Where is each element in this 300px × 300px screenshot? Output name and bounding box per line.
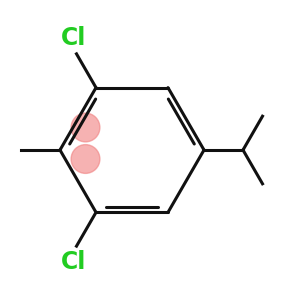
Circle shape bbox=[71, 145, 100, 173]
Text: Cl: Cl bbox=[61, 26, 86, 50]
Circle shape bbox=[71, 113, 100, 142]
Text: Cl: Cl bbox=[61, 250, 86, 274]
